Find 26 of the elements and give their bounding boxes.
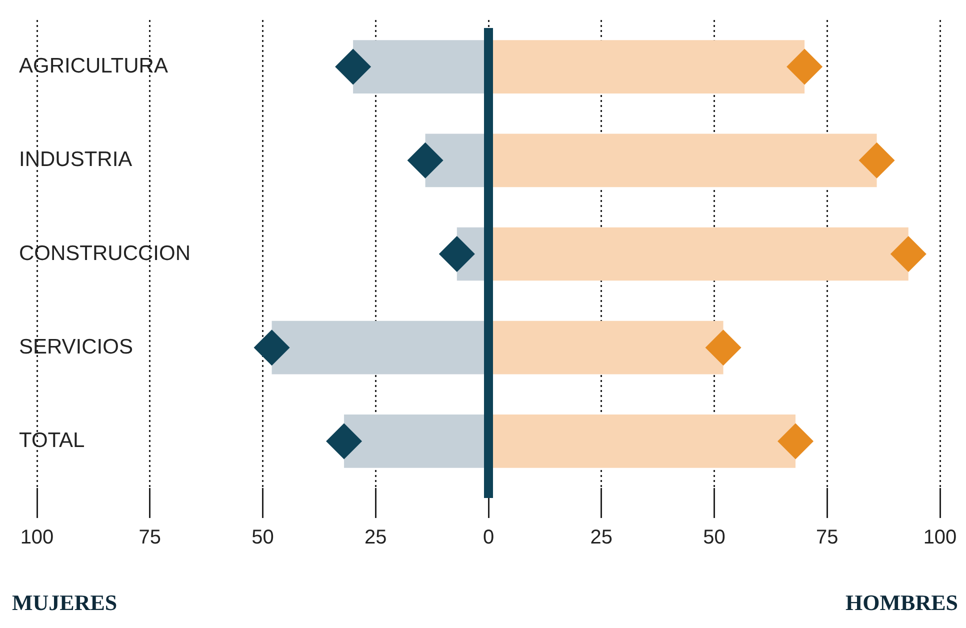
y-tick-label: AGRICULTURA bbox=[19, 54, 168, 78]
point bbox=[890, 236, 926, 272]
point bbox=[335, 48, 372, 85]
x-tick-label: 75 bbox=[816, 526, 838, 549]
x-tick-label: 25 bbox=[364, 526, 387, 549]
x-tick-label: 0 bbox=[482, 526, 494, 549]
x-tick-label: 50 bbox=[252, 526, 274, 549]
text: MUJERES bbox=[12, 590, 118, 615]
x-tick-label: 25 bbox=[590, 526, 612, 549]
point bbox=[326, 423, 362, 460]
x-tick-label: 100 bbox=[923, 526, 957, 549]
y-tick-label: CONSTRUCCION bbox=[19, 242, 190, 265]
x-tick-label: 100 bbox=[20, 526, 54, 549]
x-tick-label: 75 bbox=[138, 526, 161, 549]
point bbox=[786, 48, 823, 85]
text: HOMBRES bbox=[846, 590, 958, 615]
point bbox=[407, 142, 444, 178]
point bbox=[778, 423, 814, 460]
point bbox=[858, 142, 895, 178]
point bbox=[705, 330, 742, 366]
point bbox=[438, 236, 475, 272]
x-tick-label: 50 bbox=[703, 526, 726, 549]
y-tick-label: TOTAL bbox=[19, 428, 85, 452]
point bbox=[254, 330, 290, 366]
y-tick-label: SERVICIOS bbox=[19, 335, 133, 358]
y-tick-label: INDUSTRIA bbox=[19, 148, 132, 172]
